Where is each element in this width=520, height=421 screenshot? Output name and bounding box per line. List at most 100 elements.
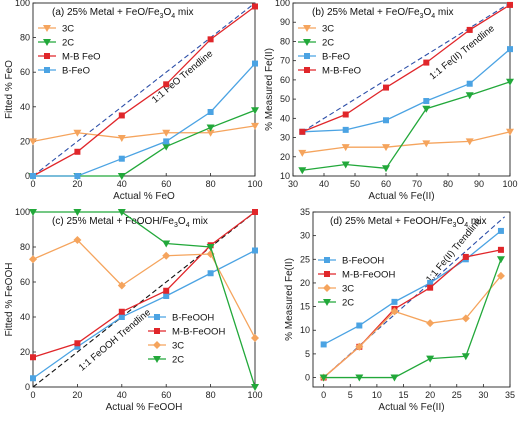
series-3c (29, 122, 259, 146)
x-axis-label: Actual % FeO (113, 191, 175, 202)
data-point (29, 255, 37, 264)
legend-label: M-B FeO (62, 52, 101, 63)
data-point (466, 26, 473, 33)
data-point (30, 375, 36, 382)
title-subscript: 4 (431, 13, 435, 20)
x-tick-label: 100 (247, 390, 262, 400)
series-line (323, 230, 502, 346)
chart-panel-a: 0 20 40 60 80 100 0 20 40 60 80 100 Actual % FeO Fitt… (4, 0, 263, 202)
series-3c (319, 271, 505, 382)
x-tick-label: 60 (161, 179, 171, 189)
legend-marker (323, 299, 331, 306)
title-main: mix (190, 216, 208, 227)
y-tick-label: 60 (20, 67, 30, 77)
data-point (117, 281, 126, 290)
legend-marker (324, 257, 330, 263)
y-axis-label: % Measured Fe(II) (284, 258, 295, 341)
y-tick-label: 40 (20, 102, 30, 112)
legend-marker (44, 67, 50, 73)
title-subscript: 4 (186, 222, 190, 229)
legend: B-FeOOH M-B-FeOOH 3C 2C (148, 313, 225, 366)
data-point (74, 343, 81, 350)
legend-label: 2C (342, 298, 354, 309)
data-point (162, 240, 171, 248)
x-tick-label: 20 (72, 390, 82, 400)
panel-title: (a) 25% Metal + FeO/Fe3O4 mix (52, 7, 193, 20)
series-2c (29, 209, 259, 391)
plot-frame (312, 211, 511, 388)
plot-frame (32, 211, 256, 388)
y-tick-label: 0 (305, 373, 310, 383)
y-tick-label: 30 (300, 231, 310, 241)
x-tick-label: 40 (319, 179, 329, 189)
data-point (252, 60, 258, 67)
title-main: O (178, 216, 186, 227)
legend-label: 3C (342, 284, 354, 295)
panel-title: (b) 25% Metal + FeO/Fe3O4 mix (312, 7, 453, 20)
y-tick-label: 20 (300, 278, 310, 288)
data-point (252, 247, 258, 254)
title-main: mix (175, 7, 193, 18)
data-point (383, 117, 389, 124)
y-axis-label: Fitted % FeO (4, 60, 15, 119)
data-point (497, 246, 504, 253)
x-tick-label: 40 (117, 179, 127, 189)
title-main: mix (468, 216, 486, 227)
legend-label: B-FeOOH (342, 256, 384, 267)
data-point (207, 270, 214, 277)
legend-label: 3C (172, 341, 184, 352)
data-point (74, 340, 81, 347)
data-point (252, 3, 258, 10)
data-point (355, 374, 364, 382)
x-tick-label: 20 (425, 390, 435, 400)
panel-label: (b) (312, 7, 327, 18)
data-point (251, 384, 259, 391)
data-point (423, 59, 430, 66)
data-point (461, 353, 470, 361)
series-line (302, 4, 511, 133)
x-tick-label: 50 (350, 179, 360, 189)
panel-label: (c) (52, 216, 66, 227)
data-point (342, 111, 349, 118)
panel-label: (a) (52, 7, 67, 18)
data-point (251, 122, 259, 130)
series-3c (298, 128, 514, 157)
legend-label: M-B-FeO (322, 66, 361, 77)
x-tick-label: 40 (117, 390, 127, 400)
data-point (206, 244, 215, 251)
x-tick-label: 0 (30, 179, 35, 189)
data-point (251, 334, 259, 342)
x-tick-label: 35 (505, 390, 515, 400)
series-line (32, 5, 256, 177)
legend-marker (154, 314, 160, 320)
title-main: O (423, 7, 431, 18)
chart-panel-b: 30 40 50 60 70 80 90 100 10 20 30 40 50 60 70 80 90 100 Ac… (264, 0, 518, 202)
x-tick-label: 90 (474, 179, 484, 189)
plot-frame (32, 2, 256, 177)
data-point (118, 308, 125, 315)
data-point (163, 81, 170, 88)
series-2c (319, 256, 505, 382)
data-point (163, 287, 170, 294)
data-point (162, 143, 171, 151)
title-subscript: 4 (171, 13, 175, 20)
series-line (323, 259, 502, 379)
data-point (426, 319, 435, 328)
data-point (298, 149, 307, 157)
legend-label: M-B-FeOOH (172, 327, 225, 338)
panel-title: (c) 25% Metal + FeOOH/Fe3O4 mix (52, 216, 208, 229)
y-tick-label: 100 (275, 0, 290, 8)
y-tick-label: 80 (20, 242, 30, 252)
trendline (302, 3, 510, 133)
legend-marker (304, 67, 310, 73)
trendline (33, 212, 255, 387)
series-m-b-feooh (320, 246, 504, 381)
data-point (118, 314, 125, 320)
legend-marker (44, 53, 50, 59)
data-point (117, 209, 126, 216)
series-line (32, 211, 256, 358)
data-point (341, 144, 350, 152)
data-point (426, 355, 435, 363)
legend-marker (324, 271, 330, 277)
panel-label: (d) (330, 216, 345, 227)
